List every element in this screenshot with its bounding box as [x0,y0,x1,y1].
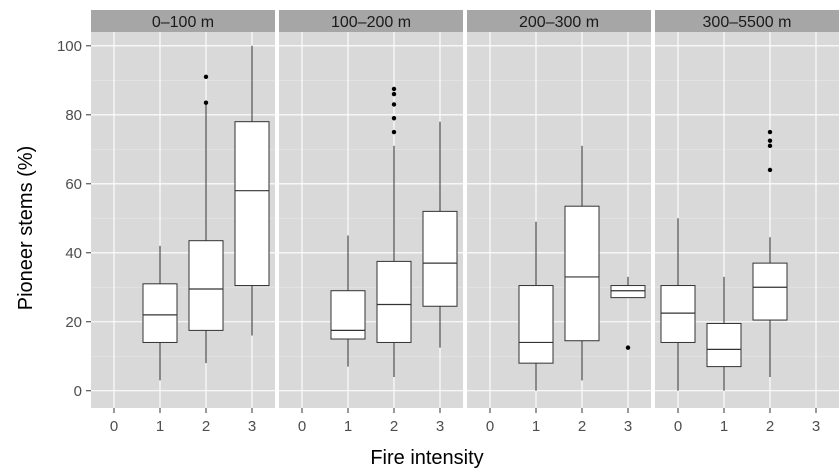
outlier-point [203,100,209,105]
x-tick-label: 0 [674,418,682,435]
strip-background [655,10,839,32]
x-tick-label: 2 [202,418,210,435]
outlier-point [625,345,631,350]
y-tick-label: 20 [65,314,82,331]
x-tick-label: 1 [344,418,352,435]
strip-label: 300–5500 m [703,14,792,31]
box [234,45,270,336]
strip-label: 0–100 m [152,14,214,31]
box [706,276,742,391]
strip-background [467,10,651,32]
y-axis: 0 20 40 60 80 100 [57,38,91,400]
outlier-point [391,116,397,121]
box-body [610,285,646,299]
x-tick-label: 1 [156,418,164,435]
outlier-point [767,167,773,173]
box-body [330,290,366,340]
outlier-point [391,86,397,92]
facet-panel: 200–300 m 0 1 2 3 [467,10,651,435]
x-tick-label: 0 [298,418,306,435]
box-body [188,240,224,331]
x-tick-label: 0 [110,418,118,435]
x-tick-label: 3 [624,418,632,435]
y-tick-label: 80 [65,107,82,124]
box-body [752,262,788,321]
box [330,235,366,367]
facet-panel: 0–100 m 0 1 2 3 [91,10,275,435]
box-body [518,285,554,364]
facet-panel: 100–200 m 0 1 2 3 [279,10,463,435]
panel-background [655,32,839,408]
x-axis-title: Fire intensity [370,447,483,468]
x-tick-label: 3 [436,418,444,435]
x-tick-label: 2 [766,418,774,435]
outlier-point [767,143,773,149]
box [752,129,788,377]
y-tick-label: 0 [74,383,82,400]
box [376,86,412,377]
y-tick-label: 40 [65,245,82,262]
x-tick-label: 2 [390,418,398,435]
box-body [564,205,600,342]
box [142,245,178,381]
box [564,145,600,381]
y-tick-label: 100 [57,38,82,55]
box [518,221,554,391]
outlier-point [391,102,397,107]
outlier-point [203,74,209,80]
x-tick-label: 1 [532,418,540,435]
box-body [142,283,178,343]
box-body [234,121,270,287]
outlier-point [767,129,773,135]
facet-panel: 300–5500 m 0 1 2 3 [655,10,839,435]
x-tick-label: 3 [812,418,820,435]
box [660,218,696,391]
box [610,276,646,350]
strip-label: 200–300 m [519,14,599,31]
strip-label: 100–200 m [331,14,411,31]
outlier-point [391,91,397,97]
box-body [422,210,458,307]
strip-background [91,10,275,32]
box-body [376,260,412,343]
outlier-point [767,138,773,143]
y-tick-label: 60 [65,176,82,193]
x-tick-label: 1 [720,418,728,435]
box-body [706,322,742,368]
box [188,74,224,364]
box-body [660,285,696,343]
y-axis-title: Pioneer stems (%) [15,146,37,311]
x-tick-label: 3 [248,418,256,435]
x-tick-label: 0 [486,418,494,435]
x-tick-label: 2 [578,418,586,435]
box [422,121,458,348]
outlier-point [391,129,397,135]
panel-background [467,32,651,408]
strip-background [279,10,463,32]
